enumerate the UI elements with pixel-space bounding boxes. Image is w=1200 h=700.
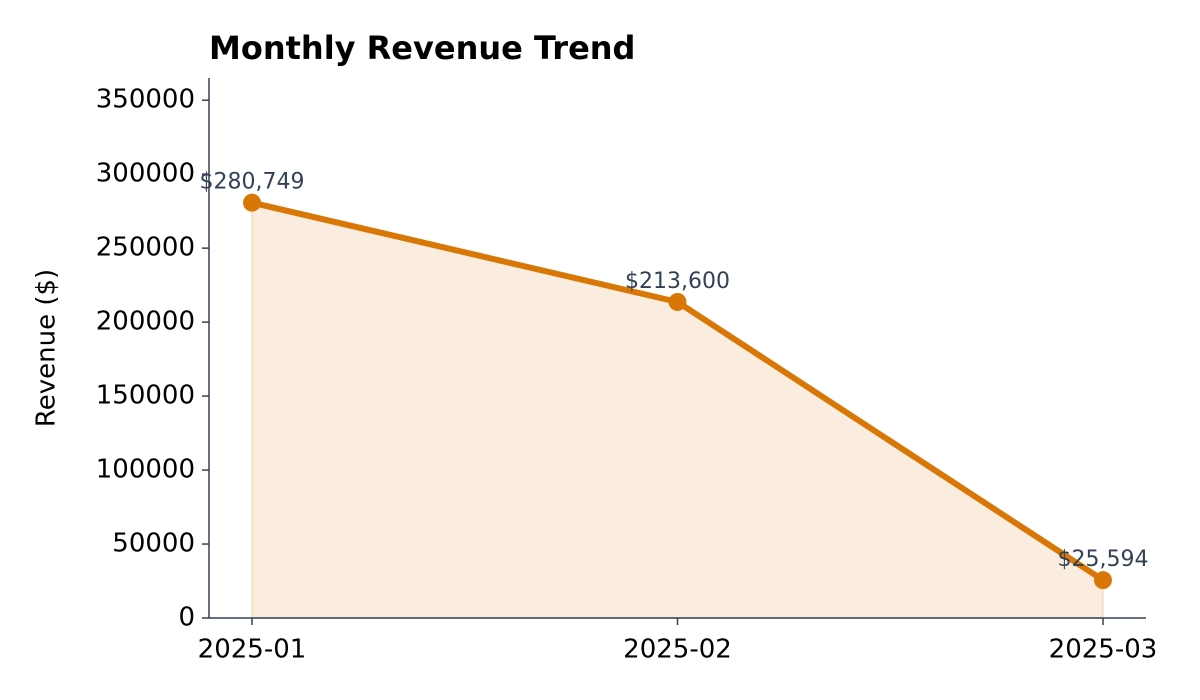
point	[1094, 571, 1112, 590]
y-axis-label: Revenue ($)	[32, 269, 62, 427]
y-tick-label: 150000	[96, 381, 195, 411]
y-tick-label: 300000	[96, 159, 195, 189]
x-tick-label: 2025-01	[198, 635, 307, 665]
value-label: $213,600	[625, 269, 730, 294]
y-tick-label: 0	[178, 603, 195, 633]
chart-title: Monthly Revenue Trend	[209, 29, 635, 67]
y-tick-label: 50000	[112, 529, 195, 559]
y-tick-label: 350000	[96, 85, 195, 115]
x-tick-label: 2025-02	[623, 635, 732, 665]
y-tick-label: 200000	[96, 307, 195, 337]
y-tick-label: 100000	[96, 455, 195, 485]
x-tick-label: 2025-03	[1049, 635, 1158, 665]
y-tick-label: 250000	[96, 233, 195, 263]
value-label: $280,749	[200, 170, 305, 195]
point	[243, 193, 261, 212]
point	[668, 292, 687, 311]
area	[251, 201, 1104, 619]
value-label: $25,594	[1058, 547, 1149, 572]
